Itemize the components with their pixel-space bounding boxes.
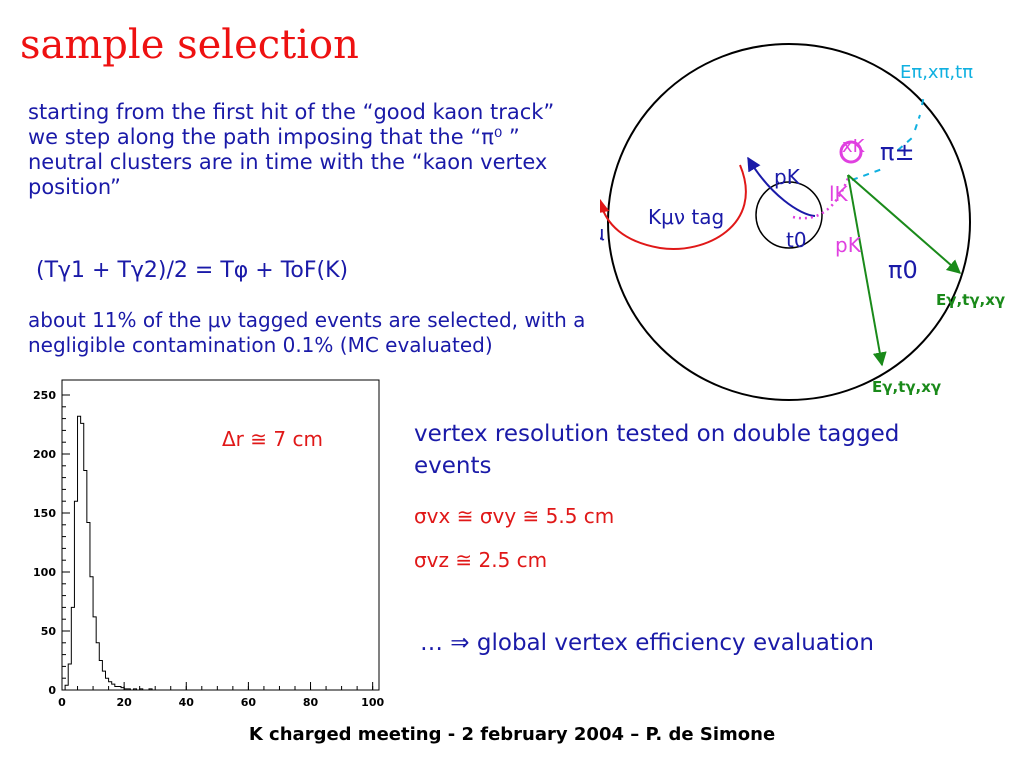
intro-text: starting from the first hit of the “good… bbox=[28, 100, 555, 199]
delta-r-histogram: 0 50 100 150 200 250 0 20 40 60 80 100 bbox=[33, 379, 384, 709]
event-diagram: Eπ,xπ,tπ xK π± pK Kμν tag tμ t0 lK pK π0… bbox=[600, 43, 1005, 401]
label-x-k: xK bbox=[842, 136, 866, 157]
y-tick-label: 0 bbox=[48, 684, 56, 697]
y-tick-label: 50 bbox=[41, 625, 57, 638]
histogram-axes: 0 50 100 150 200 250 0 20 40 60 80 100 bbox=[33, 389, 384, 709]
pion-track bbox=[851, 94, 925, 181]
kaon-vertex-marker bbox=[839, 140, 863, 164]
label-pi-0: π0 bbox=[888, 256, 918, 284]
y-tick-label: 100 bbox=[33, 566, 56, 579]
x-tick-label: 60 bbox=[241, 696, 257, 709]
x-tick-label: 0 bbox=[58, 696, 66, 709]
timing-formula: (Tγ1 + Tγ2)/2 = Tφ + ToF(K) bbox=[36, 258, 349, 283]
photon-line-bottom bbox=[847, 174, 887, 367]
label-k-mu-nu-tag: Kμν tag bbox=[648, 205, 724, 229]
label-e-gamma-right: Eγ,tγ,xγ bbox=[936, 291, 1005, 309]
y-tick-label: 200 bbox=[33, 448, 56, 461]
sigma-xy-text: σvx ≅ σvy ≅ 5.5 cm bbox=[414, 504, 615, 528]
delta-r-annotation: Δr ≅ 7 cm bbox=[222, 427, 323, 451]
x-tick-label: 20 bbox=[116, 696, 132, 709]
selection-summary: about 11% of the μν tagged events are se… bbox=[28, 308, 586, 357]
beam-pipe bbox=[755, 181, 823, 249]
histogram-frame bbox=[61, 379, 380, 691]
slide-title: sample selection bbox=[20, 22, 359, 68]
kaon-tag-track bbox=[747, 156, 816, 217]
y-tick-label: 150 bbox=[33, 507, 56, 520]
global-efficiency-text: … ⇒ global vertex efficiency evaluation bbox=[420, 630, 874, 656]
x-tick-label: 40 bbox=[179, 696, 195, 709]
detector-outline bbox=[607, 43, 971, 401]
label-t-0: t0 bbox=[786, 228, 807, 252]
x-tick-label: 80 bbox=[303, 696, 319, 709]
label-t-mu: tμ bbox=[600, 221, 605, 245]
sigma-z-text: σvz ≅ 2.5 cm bbox=[414, 548, 548, 572]
y-tick-label: 250 bbox=[33, 389, 56, 402]
label-p-k-top: pK bbox=[774, 165, 801, 189]
label-l-k: lK bbox=[829, 182, 849, 206]
footer: K charged meeting - 2 february 2004 – P.… bbox=[248, 724, 776, 745]
kaon-path bbox=[792, 177, 850, 220]
label-pi-pm: π± bbox=[880, 138, 915, 166]
x-tick-label: 100 bbox=[361, 696, 384, 709]
label-e-pi: Eπ,xπ,tπ bbox=[900, 62, 973, 83]
histogram-bars bbox=[62, 415, 190, 691]
photon-line-right bbox=[847, 174, 962, 274]
label-e-gamma-bottom: Eγ,tγ,xγ bbox=[872, 378, 941, 396]
label-p-k-bottom: pK bbox=[835, 233, 862, 257]
vertex-resolution-text: vertex resolution tested on double tagge… bbox=[414, 421, 900, 479]
muon-track bbox=[600, 164, 747, 250]
